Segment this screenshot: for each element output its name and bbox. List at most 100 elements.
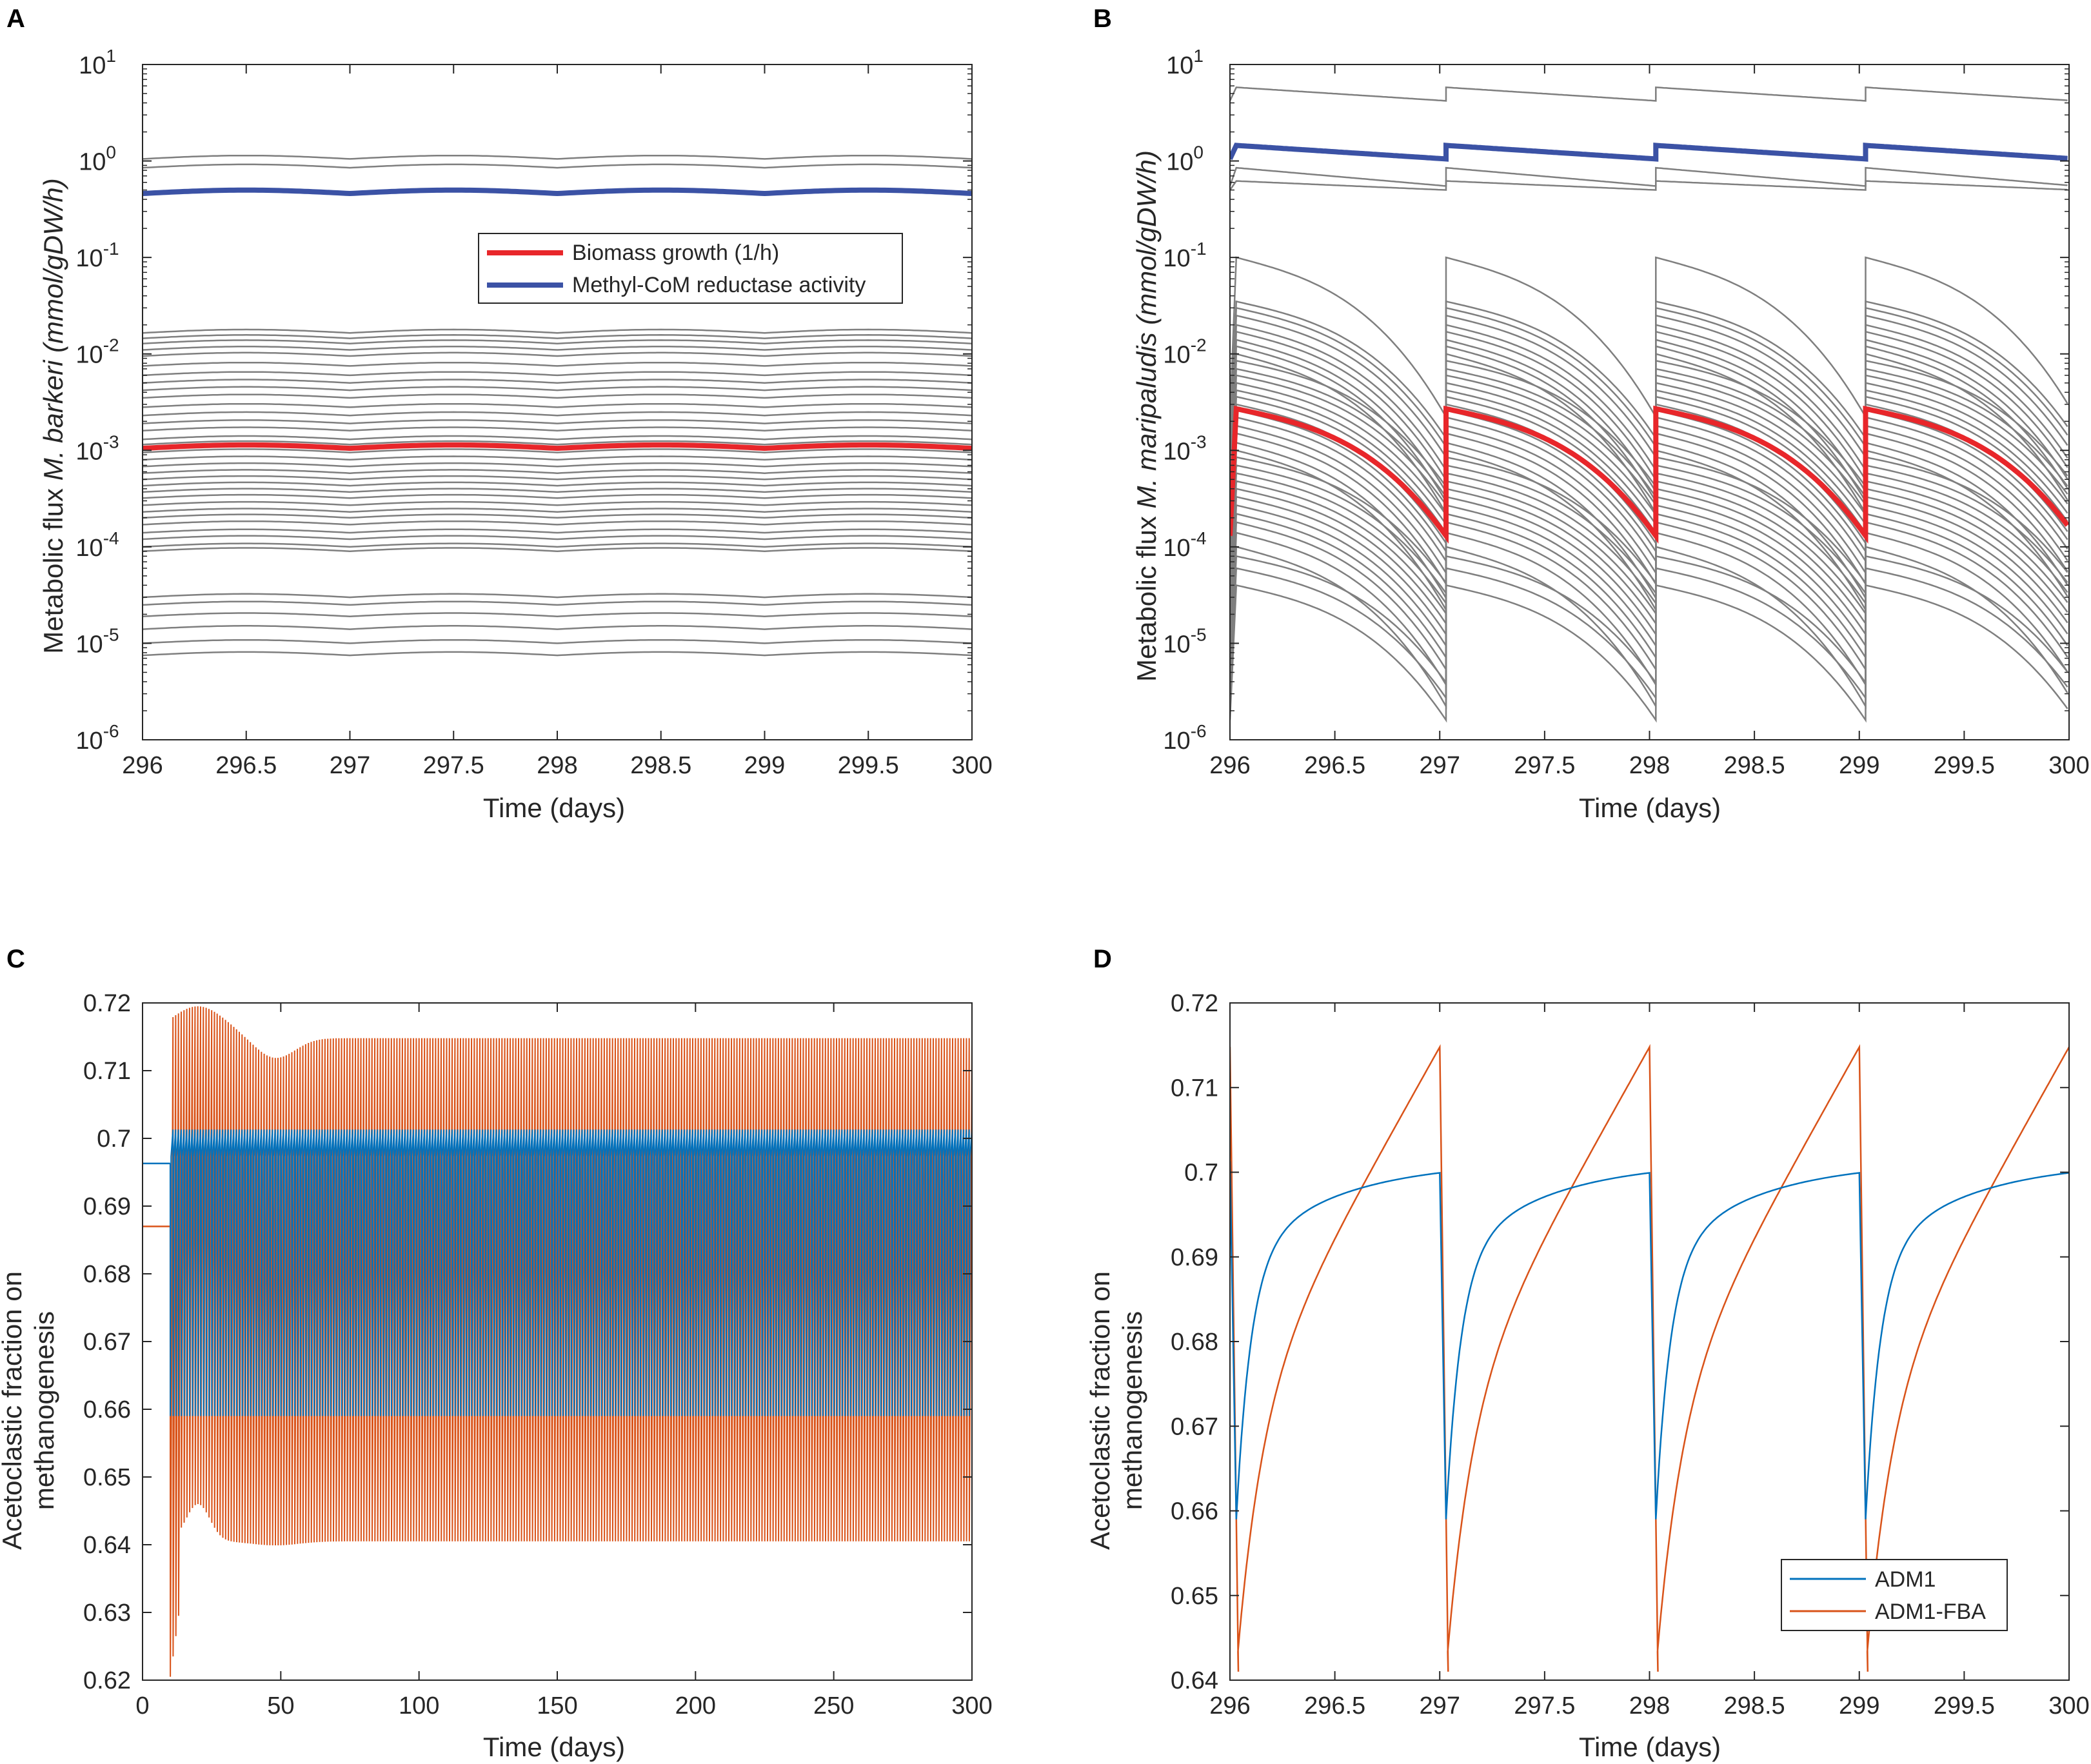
x-tick-label: 299 <box>744 752 785 779</box>
gray-flux-line <box>1230 441 2068 601</box>
gray-flux-line <box>143 411 972 417</box>
y-tick-label: 0.7 <box>1184 1160 1218 1187</box>
y-tick-label: 0.68 <box>83 1261 131 1288</box>
panel-a-legend: Biomass growth (1/h) Methyl-CoM reductas… <box>478 233 903 304</box>
y-tick-label: 0.67 <box>83 1329 131 1356</box>
x-tick-label: 250 <box>813 1692 854 1719</box>
gray-flux-line <box>143 455 972 461</box>
gray-flux-line <box>143 625 972 630</box>
gray-flux-line <box>143 651 972 657</box>
gray-flux-line <box>1230 512 2068 660</box>
gray-flux-line <box>1230 166 2068 187</box>
panel-b-x-axis-label: Time (days) <box>1579 793 1721 823</box>
gray-flux-line <box>143 361 972 367</box>
y-tick-label: 0.68 <box>1171 1329 1218 1356</box>
y-tick-label: 0.72 <box>83 990 131 1017</box>
y-tick-label: 0.7 <box>97 1125 131 1153</box>
gray-flux-line <box>1230 456 2068 586</box>
panel-c-y-ticks: 0.62 0.63 0.64 0.65 0.66 0.67 0.68 0.69 0.7 0.71 0… <box>83 990 131 1694</box>
gray-flux-line <box>1230 416 2068 564</box>
gray-flux-line <box>143 339 972 344</box>
gray-flux-line <box>143 334 972 339</box>
gray-flux-line <box>1230 382 2068 518</box>
gray-flux-line <box>143 547 972 552</box>
gray-flux-line <box>1230 306 2068 450</box>
gray-flux-line <box>143 513 972 519</box>
gray-flux-line <box>143 520 972 526</box>
series-line <box>1230 143 2068 162</box>
gray-flux-line <box>143 419 972 424</box>
x-tick-label: 297 <box>1420 752 1460 779</box>
x-tick-label: 297.5 <box>1514 1692 1575 1719</box>
panel-b: B 10-6 10-5 10-4 10-3 10-2 10-1 100 101 296 296.… <box>1093 5 2090 823</box>
x-tick-label: 297.5 <box>1514 752 1575 779</box>
y-tick-label: 0.71 <box>83 1058 131 1085</box>
panel-c-y-axis-label-line-2: methanogenesis <box>29 1311 59 1510</box>
gray-flux-line <box>143 379 972 384</box>
panel-d-y-axis-label-line-2: methanogenesis <box>1117 1311 1147 1510</box>
y-tick-label: 0.64 <box>83 1532 131 1559</box>
legend-label-biomass-growth: Biomass growth (1/h) <box>572 241 779 265</box>
x-tick-label: 298 <box>537 752 577 779</box>
gray-flux-line <box>143 493 972 499</box>
gray-flux-line <box>1230 424 2068 576</box>
y-tick-label: 10-6 <box>1163 721 1206 755</box>
y-tick-label: 10-5 <box>75 624 119 658</box>
gray-flux-line <box>143 163 972 169</box>
series-line <box>143 187 972 197</box>
y-tick-label: 0.66 <box>83 1396 131 1423</box>
panel-label-b: B <box>1093 5 1112 33</box>
gray-flux-line <box>1230 504 2068 649</box>
panel-d: D 0.64 0.65 0.66 0.67 0.68 0.69 0.7 0.71 0.72 29… <box>1085 945 2090 1762</box>
y-tick-label: 10-5 <box>1163 624 1206 658</box>
gray-flux-line <box>1230 567 2068 700</box>
x-tick-label: 50 <box>267 1692 294 1719</box>
x-tick-label: 299 <box>1839 752 1879 779</box>
x-tick-label: 296.5 <box>1304 1692 1365 1719</box>
panel-label-a: A <box>6 5 25 33</box>
y-tick-label: 0.65 <box>83 1464 131 1491</box>
y-tick-label: 10-4 <box>75 528 119 562</box>
gray-flux-line <box>143 462 972 468</box>
gray-flux-line <box>1230 555 2068 686</box>
panel-b-y-ticks: 10-6 10-5 10-4 10-3 10-2 10-1 100 101 <box>1163 46 1206 755</box>
panel-b-x-ticks: 296 296.5 297 297.5 298 298.5 299 299.5 300 <box>1209 752 2089 779</box>
legend-label-adm1-fba: ADM1-FBA <box>1875 1600 1986 1624</box>
gray-flux-line <box>143 448 972 453</box>
y-tick-label: 10-3 <box>75 431 119 465</box>
x-tick-label: 298.5 <box>1724 752 1785 779</box>
panel-a-y-axis-label: Metabolic flux M. barkeri (mmol/gDW/h) <box>38 178 68 654</box>
legend-label-adm1: ADM1 <box>1875 1567 1936 1592</box>
y-tick-label: 10-4 <box>1163 528 1206 562</box>
gray-flux-line <box>143 528 972 534</box>
gray-flux-line <box>143 469 972 474</box>
panel-c-plot-area <box>142 1002 973 1681</box>
y-tick-label: 10-1 <box>1163 239 1206 272</box>
gray-flux-line <box>1230 368 2068 499</box>
y-tick-label: 100 <box>1166 143 1204 176</box>
x-tick-label: 297 <box>1420 1692 1460 1719</box>
panel-d-legend: ADM1 ADM1-FBA <box>1781 1559 2008 1631</box>
y-tick-label: 0.62 <box>83 1667 131 1694</box>
gray-flux-line <box>1230 314 2068 460</box>
gray-flux-line <box>1230 409 2068 555</box>
y-tick-label: 10-3 <box>1163 431 1206 465</box>
y-tick-label: 101 <box>1166 46 1204 79</box>
gray-flux-line <box>143 352 972 357</box>
gray-flux-line <box>143 426 972 432</box>
gray-flux-line <box>1230 464 2068 596</box>
gray-flux-line <box>1230 521 2068 673</box>
series-line-adm1-fba <box>1230 1044 2069 1672</box>
gray-flux-line <box>1230 546 2068 709</box>
gray-flux-line <box>143 542 972 548</box>
gray-flux-line <box>1230 389 2068 527</box>
gray-flux-line <box>1230 584 2068 723</box>
gray-flux-line <box>143 593 972 599</box>
gray-flux-line <box>143 154 972 160</box>
gray-flux-line <box>143 386 972 391</box>
x-tick-label: 296 <box>1209 1692 1250 1719</box>
y-tick-label: 0.67 <box>1171 1413 1218 1440</box>
axes-frame <box>142 64 973 740</box>
panel-c-y-axis-label-line-1: Acetoclastic fraction on <box>0 1271 27 1550</box>
x-tick-label: 299.5 <box>1934 752 1995 779</box>
